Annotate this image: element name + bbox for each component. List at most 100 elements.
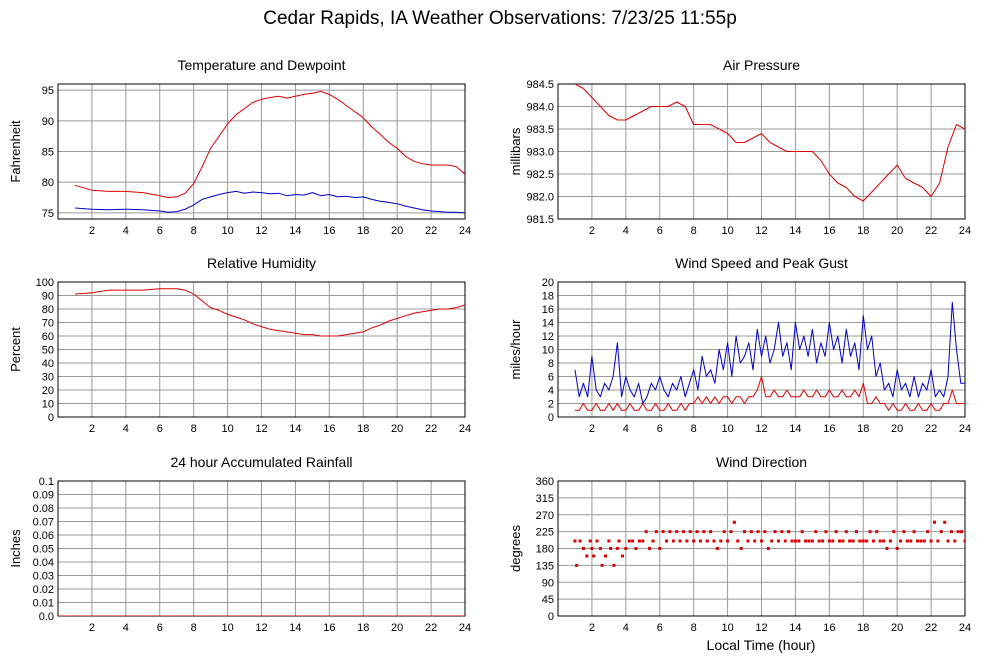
- x-tick-label: 22: [925, 622, 937, 634]
- y-tick-label: 981.5: [526, 214, 554, 226]
- y-tick-label: 0.01: [33, 598, 54, 610]
- x-tick-label: 24: [959, 423, 971, 435]
- data-point: [831, 539, 835, 543]
- data-point: [627, 539, 631, 543]
- series-line-1: [575, 376, 965, 411]
- series-line-1: [74, 190, 465, 214]
- y-tick-label: 10: [542, 345, 554, 357]
- data-point: [695, 530, 699, 534]
- x-tick-label: 8: [191, 225, 197, 237]
- x-tick-label: 6: [657, 423, 663, 435]
- y-tick-label: 983.5: [526, 124, 554, 136]
- data-point: [882, 539, 886, 543]
- data-point: [661, 530, 665, 534]
- y-tick-label: 90: [542, 577, 554, 589]
- x-tick-label: 18: [357, 423, 369, 435]
- data-point: [719, 539, 723, 543]
- data-point: [868, 530, 872, 534]
- data-point: [722, 530, 726, 534]
- data-point: [878, 539, 882, 543]
- data-point: [685, 539, 689, 543]
- data-point: [912, 530, 916, 534]
- x-tick-label: 16: [323, 225, 335, 237]
- x-tick-label: 10: [221, 622, 233, 634]
- y-tick-label: 90: [42, 291, 54, 303]
- data-point: [926, 530, 930, 534]
- plot-frame: [57, 83, 466, 220]
- data-point: [581, 547, 585, 550]
- chart-title: Temperature and Dewpoint: [177, 57, 345, 73]
- data-point: [631, 539, 635, 543]
- chart-title: 24 hour Accumulated Rainfall: [170, 454, 352, 470]
- y-axis-label: millibars: [508, 127, 523, 175]
- x-tick-label: 14: [789, 225, 801, 237]
- series-line-0: [574, 301, 965, 404]
- y-tick-label: 984.5: [526, 79, 554, 91]
- y-tick-label: 0.06: [33, 530, 54, 542]
- y-tick-label: 95: [42, 85, 54, 97]
- x-tick-label: 22: [925, 225, 937, 237]
- data-point: [675, 530, 679, 534]
- x-tick-label: 20: [391, 225, 403, 237]
- data-point: [600, 563, 604, 567]
- y-tick-label: 0.04: [33, 557, 54, 569]
- x-tick-label: 18: [857, 622, 869, 634]
- data-point: [634, 547, 638, 550]
- data-point: [807, 539, 811, 543]
- x-tick-label: 18: [857, 225, 869, 237]
- data-point: [585, 554, 589, 558]
- data-point: [793, 539, 797, 543]
- y-tick-label: 80: [42, 177, 54, 189]
- y-tick-label: 0.08: [33, 503, 54, 515]
- x-tick-label: 10: [721, 423, 733, 435]
- data-point: [932, 520, 936, 524]
- x-tick-label: 24: [459, 622, 471, 634]
- data-point: [729, 530, 733, 534]
- y-tick-label: 984.0: [526, 102, 554, 114]
- x-tick-label: 8: [691, 225, 697, 237]
- series-line-0: [74, 288, 465, 337]
- data-point: [790, 539, 794, 543]
- x-tick-label: 6: [157, 423, 163, 435]
- data-point: [821, 539, 825, 543]
- data-point: [688, 530, 692, 534]
- data-point: [609, 547, 613, 550]
- data-point: [895, 547, 899, 550]
- data-point: [698, 539, 702, 543]
- x-tick-label: 6: [157, 622, 163, 634]
- data-point: [956, 530, 960, 534]
- x-tick-label: 4: [623, 423, 629, 435]
- y-tick-label: 0.09: [33, 490, 54, 502]
- y-tick-label: 0: [548, 412, 554, 424]
- data-point: [756, 530, 760, 534]
- data-point: [658, 547, 662, 550]
- data-point: [905, 539, 909, 543]
- y-tick-label: 0.07: [33, 517, 54, 529]
- y-tick-label: 0.05: [33, 544, 54, 556]
- data-point: [885, 547, 889, 550]
- y-tick-label: 90: [42, 116, 54, 128]
- x-tick-label: 4: [123, 622, 129, 634]
- data-point: [838, 539, 842, 543]
- data-point: [715, 547, 719, 550]
- x-tick-label: 14: [289, 423, 301, 435]
- series-line-0: [574, 84, 965, 202]
- y-tick-label: 0: [548, 611, 554, 623]
- y-axis-label: degrees: [508, 525, 523, 572]
- x-tick-label: 4: [623, 225, 629, 237]
- data-point: [578, 539, 582, 543]
- x-tick-label: 12: [755, 225, 767, 237]
- y-tick-label: 10: [42, 399, 54, 411]
- data-point: [871, 539, 875, 543]
- x-tick-label: 4: [123, 423, 129, 435]
- data-point: [705, 539, 709, 543]
- y-tick-label: 14: [542, 318, 554, 330]
- chart-title: Wind Direction: [716, 454, 807, 470]
- series-0: [573, 520, 965, 567]
- x-tick-label: 24: [459, 225, 471, 237]
- page-title: Cedar Rapids, IA Weather Observations: 7…: [263, 8, 737, 29]
